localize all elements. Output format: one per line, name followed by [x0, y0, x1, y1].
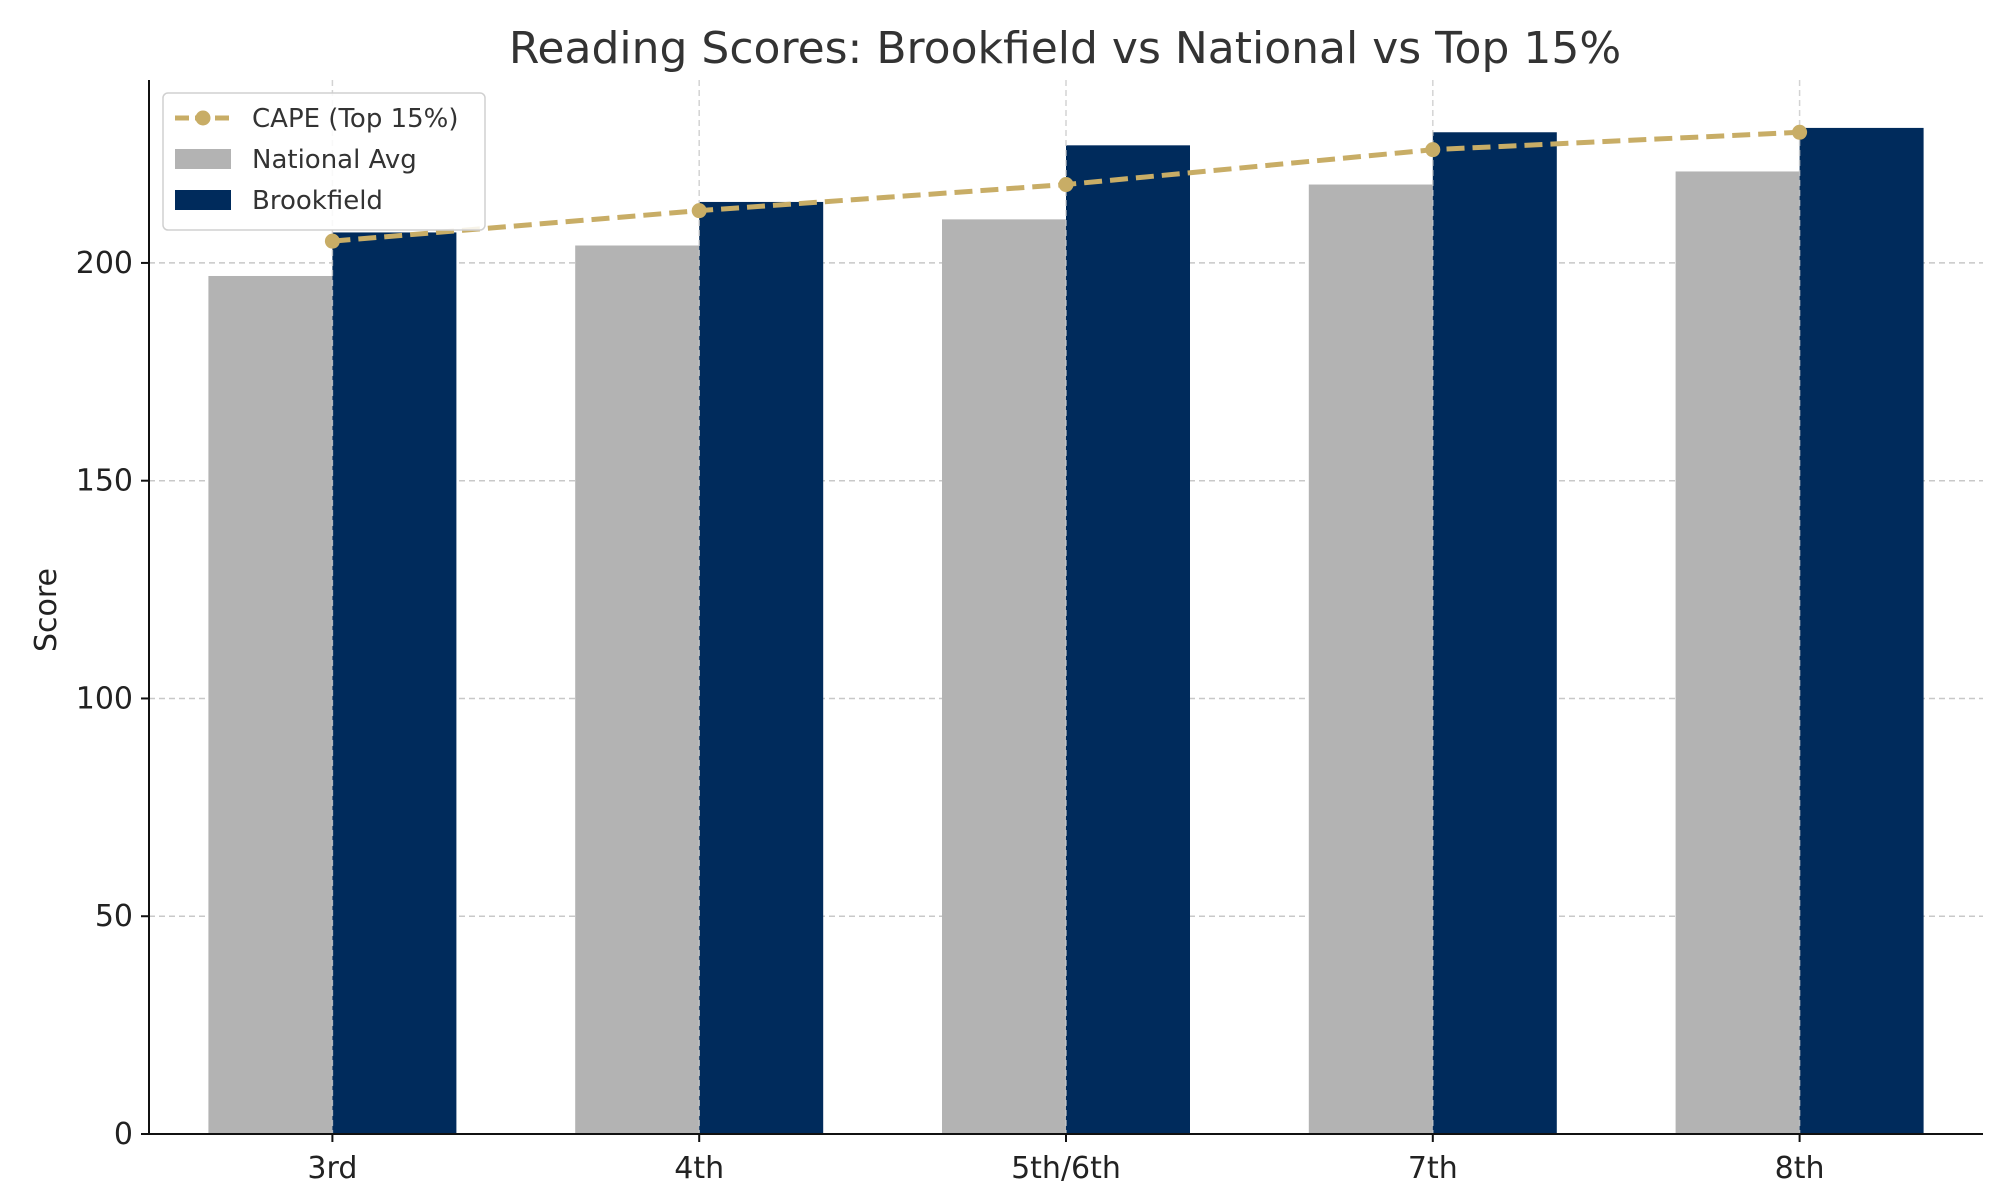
legend-label-national-avg: National Avg [252, 145, 417, 175]
y-tick-label: 50 [95, 899, 133, 934]
x-tick-label: 7th [1408, 1151, 1458, 1186]
bar-national-avg-5 [1675, 171, 1800, 1134]
legend-swatch-national-avg [175, 149, 231, 169]
line-point-cape-3 [1058, 177, 1074, 193]
legend-frame [162, 92, 486, 231]
y-tick-label: 200 [76, 246, 133, 281]
x-tick-label: 8th [1775, 1151, 1825, 1186]
bar-national-avg-1 [208, 275, 333, 1135]
line-point-cape-1 [324, 233, 340, 249]
bar-national-avg-4 [1308, 184, 1433, 1134]
y-axis-title: Score [29, 568, 64, 652]
bar-national-avg-3 [942, 219, 1066, 1135]
x-tick-label: 5th/6th [1011, 1151, 1121, 1186]
y-tick-label: 0 [114, 1117, 133, 1152]
y-tick-label: 150 [76, 464, 133, 499]
legend-label-brookfield: Brookfield [252, 186, 383, 216]
line-point-cape-5 [1792, 124, 1808, 140]
y-tick-label: 100 [76, 681, 133, 716]
legend-items: CAPE (Top 15%) National Avg Brookfield [175, 104, 459, 216]
line-layer [324, 124, 1808, 249]
bars-layer [208, 127, 1924, 1135]
line-point-cape-4 [1425, 142, 1441, 158]
bar-brookfield-2 [699, 201, 824, 1134]
bar-brookfield-4 [1432, 132, 1557, 1134]
bar-brookfield-3 [1066, 145, 1190, 1135]
bar-brookfield-5 [1799, 127, 1924, 1135]
bar-national-avg-2 [575, 245, 700, 1134]
bar-brookfield-1 [332, 232, 457, 1135]
x-tick-label: 4th [674, 1151, 724, 1186]
legend: CAPE (Top 15%) National Avg Brookfield [162, 92, 486, 231]
legend-swatch-brookfield [175, 190, 231, 210]
line-point-cape-2 [691, 203, 707, 219]
legend-marker-cape-top-15 [195, 110, 211, 126]
x-tick-label: 3rd [307, 1151, 357, 1186]
chart-title: Reading Scores: Brookfield vs National v… [509, 23, 1621, 74]
ticks-layer: 0 50 100 150 200 3rd 4th 5th/6th 7th 8th [76, 246, 1825, 1186]
legend-label-cape-top-15: CAPE (Top 15%) [252, 104, 459, 134]
vertical-grid-layer [331, 80, 1801, 1134]
